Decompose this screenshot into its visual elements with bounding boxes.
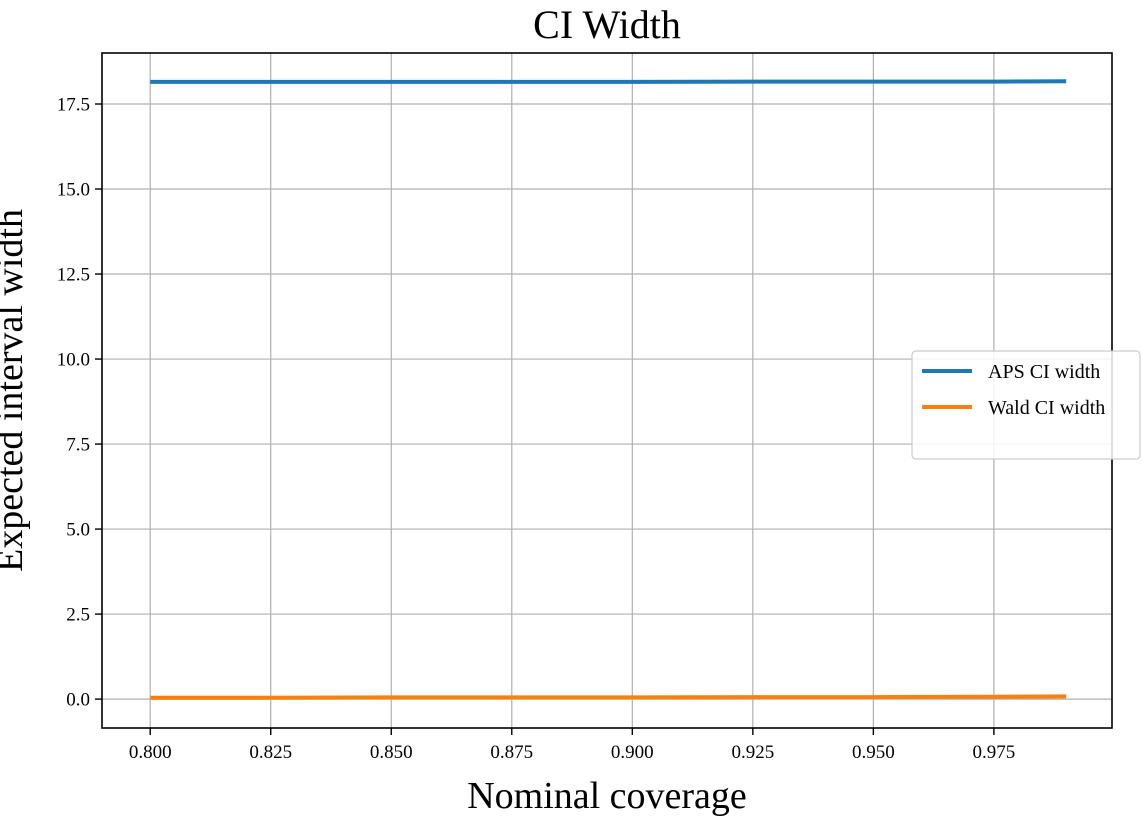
x-tick-label: 0.875	[490, 742, 533, 763]
chart-title: CI Width	[533, 2, 681, 47]
y-tick-label: 12.5	[57, 265, 90, 286]
x-tick-label: 0.950	[852, 742, 895, 763]
series-layer	[150, 79, 1067, 700]
legend-label: Wald CI width	[988, 397, 1105, 419]
y-tick-label: 10.0	[57, 350, 90, 371]
y-axis-label: Expected interval width	[0, 209, 31, 572]
legend-label: APS CI width	[988, 361, 1100, 383]
series-line-aps-ci-width	[150, 79, 1067, 84]
series-line-wald-ci-width	[150, 694, 1067, 700]
x-tick-label: 0.975	[973, 742, 1016, 763]
y-tick-label: 0.0	[66, 690, 90, 711]
x-tick-label: 0.850	[370, 742, 413, 763]
y-tick-label: 7.5	[66, 435, 90, 456]
x-tick-label: 0.925	[731, 742, 774, 763]
tick-layer: 0.800 0.825 0.850 0.875 0.900 0.925 0.950 0.975…	[57, 95, 1016, 763]
y-tick-label: 2.5	[66, 605, 90, 626]
legend-box	[911, 350, 1141, 460]
x-axis-label: Nominal coverage	[467, 775, 747, 817]
y-tick-label: 5.0	[66, 520, 90, 541]
x-tick-label: 0.800	[129, 742, 172, 763]
y-tick-label: 15.0	[57, 180, 90, 201]
x-tick-label: 0.900	[611, 742, 654, 763]
y-tick-label: 17.5	[57, 95, 90, 116]
x-tick-label: 0.825	[249, 742, 292, 763]
legend: APS CI width Wald CI width	[911, 350, 1141, 460]
